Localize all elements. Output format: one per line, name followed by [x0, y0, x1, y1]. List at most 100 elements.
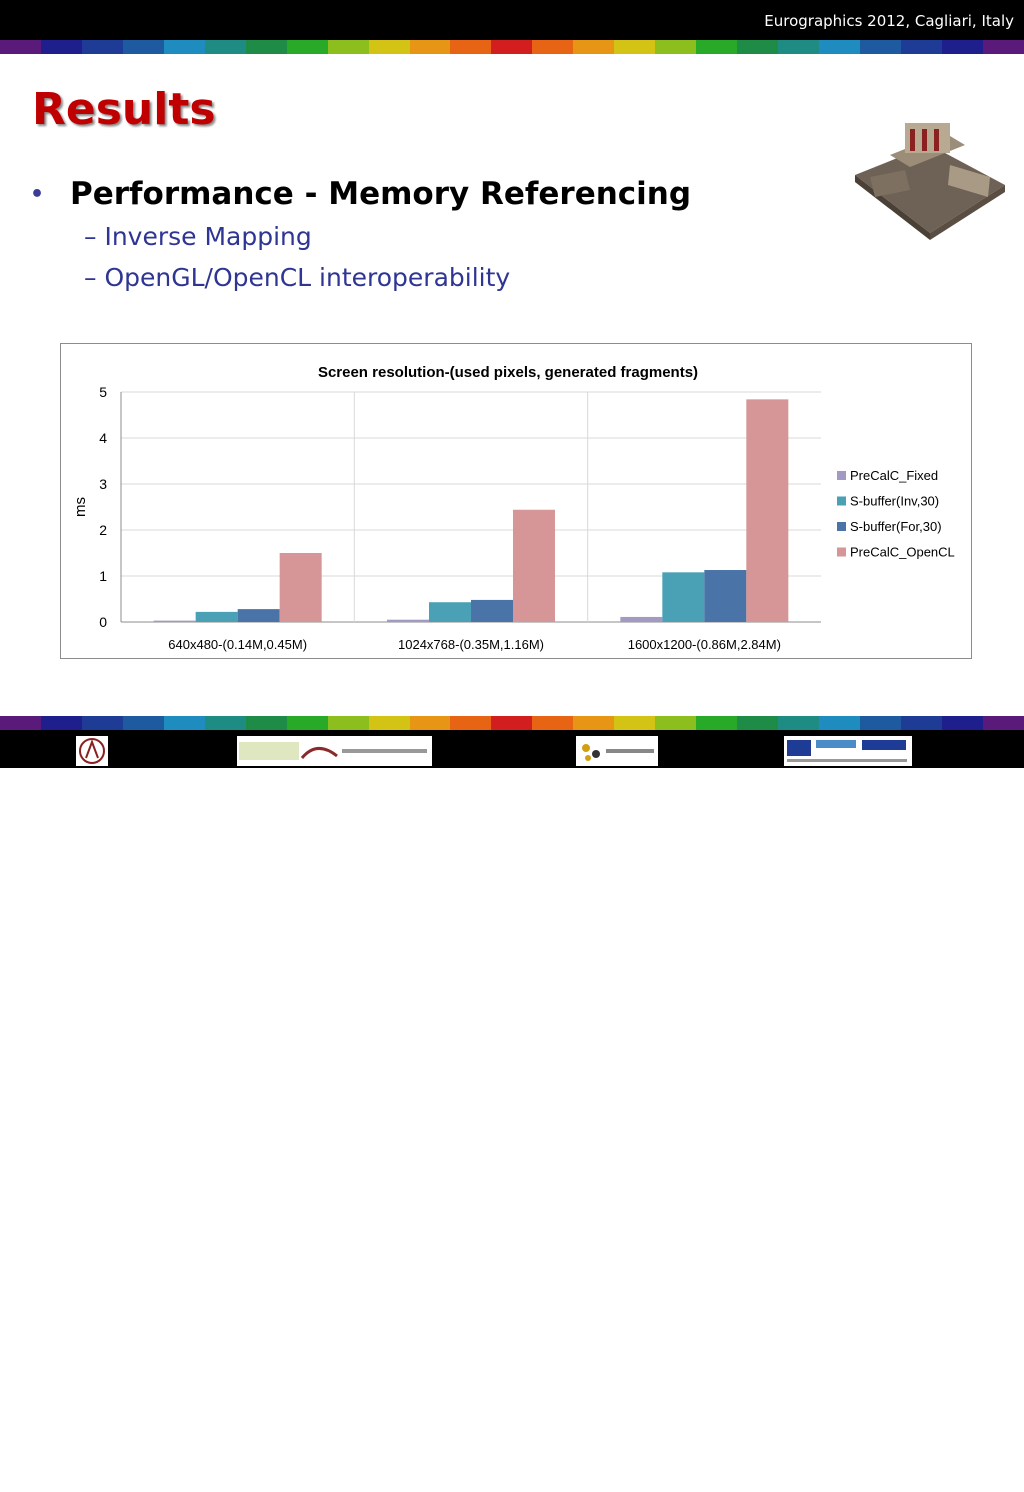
- x-tick-label: 1024x768-(0.35M,1.16M): [398, 637, 544, 652]
- stripe-segment: [40, 40, 82, 54]
- x-tick-label: 1600x1200-(0.86M,2.84M): [628, 637, 781, 652]
- legend-swatch: [837, 496, 846, 506]
- legend-label: S-buffer(For,30): [850, 519, 942, 534]
- legend-label: PreCalC_Fixed: [850, 468, 938, 483]
- legend-label: S-buffer(Inv,30): [850, 494, 939, 509]
- stripe-segment: [122, 40, 164, 54]
- stripe-segment: [614, 716, 656, 730]
- stripe-segment: [409, 40, 451, 54]
- bar: [513, 509, 555, 622]
- stripe-segment: [982, 716, 1024, 730]
- chart-title: Screen resolution-(used pixels, generate…: [318, 364, 698, 381]
- stripe-segment: [122, 716, 164, 730]
- stripe-segment: [778, 40, 820, 54]
- stripe-segment: [737, 716, 779, 730]
- bar: [471, 599, 513, 622]
- legend-swatch: [837, 471, 846, 480]
- stripe-segment: [245, 40, 287, 54]
- bar: [662, 572, 705, 622]
- stripe-segment: [450, 40, 492, 54]
- stripe-segment: [819, 716, 861, 730]
- bar: [195, 611, 238, 622]
- bar: [279, 553, 322, 622]
- stripe-segment: [81, 716, 123, 730]
- page-number: 20: [992, 1474, 1012, 1492]
- subbullet-1: – Inverse Mapping: [84, 222, 312, 251]
- stripe-segment: [696, 40, 738, 54]
- stripe-segment: [163, 40, 205, 54]
- stripe-segment: [204, 40, 246, 54]
- y-tick-label: 1: [99, 568, 107, 584]
- subbullet-1-text: Inverse Mapping: [104, 222, 312, 251]
- bar: [153, 620, 196, 622]
- 3d-model-image: [855, 123, 1005, 240]
- stripe-segment: [40, 716, 82, 730]
- stripe-segment: [941, 716, 983, 730]
- legend-swatch: [837, 547, 846, 557]
- stripe-segment: [0, 40, 41, 54]
- stripe-segment: [655, 40, 697, 54]
- partner-logo: [576, 736, 658, 766]
- y-tick-label: 5: [99, 384, 107, 400]
- stripe-segment: [614, 40, 656, 54]
- legend-swatch: [837, 522, 846, 531]
- stripe-segment: [860, 716, 901, 730]
- y-tick-label: 4: [99, 430, 107, 446]
- legend-label: PreCalC_OpenCL: [850, 545, 955, 560]
- y-tick-label: 0: [99, 614, 107, 630]
- x-tick-label: 640x480-(0.14M,0.45M): [168, 637, 307, 652]
- header-bar: Eurographics 2012, Cagliari, Italy: [0, 0, 1024, 40]
- stripe-segment: [245, 716, 287, 730]
- slide-title: Results: [32, 84, 216, 135]
- eu-funding-logo: [784, 736, 912, 766]
- stripe-segment: [0, 716, 41, 730]
- stripe-segment: [450, 716, 492, 730]
- subbullet-2-text: OpenGL/OpenCL interoperability: [104, 263, 511, 292]
- stripe-segment: [860, 40, 901, 54]
- bar: [620, 616, 663, 622]
- bullet-text: Performance - Memory Referencing: [70, 176, 692, 212]
- stripe-segment: [368, 716, 410, 730]
- stripe-segment: [900, 40, 942, 54]
- stripe-segment: [900, 716, 942, 730]
- stripe-segment: [696, 716, 738, 730]
- university-seal-logo: [76, 736, 108, 766]
- bar: [237, 609, 280, 622]
- stripe-segment: [327, 716, 369, 730]
- stripe-segment: [778, 716, 820, 730]
- y-tick-label: 3: [99, 476, 107, 492]
- stripe-segment: [163, 716, 205, 730]
- stripe-segment: [368, 40, 410, 54]
- bar: [746, 399, 789, 622]
- bar-chart: Screen resolution-(used pixels, generate…: [72, 364, 955, 652]
- stripe-segment: [941, 40, 983, 54]
- bar: [387, 619, 429, 622]
- stripe-segment: [409, 716, 451, 730]
- y-tick-label: 2: [99, 522, 107, 538]
- color-stripe-top: [0, 40, 1024, 54]
- stripe-segment: [737, 40, 779, 54]
- stripe-segment: [81, 40, 123, 54]
- stripe-segment: [286, 716, 328, 730]
- stripe-segment: [204, 716, 246, 730]
- conference-label: Eurographics 2012, Cagliari, Italy: [764, 12, 1014, 30]
- bar: [704, 570, 747, 622]
- stripe-segment: [655, 716, 697, 730]
- stripe-segment: [573, 716, 615, 730]
- stripe-segment: [532, 716, 574, 730]
- stripe-segment: [327, 40, 369, 54]
- subbullet-2: – OpenGL/OpenCL interoperability: [84, 263, 511, 292]
- stripe-segment: [532, 40, 574, 54]
- stripe-segment: [982, 40, 1024, 54]
- stripe-segment: [286, 40, 328, 54]
- stripe-segment: [491, 716, 533, 730]
- stripe-segment: [573, 40, 615, 54]
- stripe-segment: [819, 40, 861, 54]
- y-axis-label: ms: [72, 497, 89, 517]
- color-stripe-bottom: [0, 716, 1024, 730]
- cgrg-logo: [237, 736, 432, 766]
- bar: [429, 602, 471, 622]
- bullet-dot-icon: •: [30, 182, 45, 207]
- stripe-segment: [491, 40, 533, 54]
- chart-container: Screen resolution-(used pixels, generate…: [60, 343, 972, 659]
